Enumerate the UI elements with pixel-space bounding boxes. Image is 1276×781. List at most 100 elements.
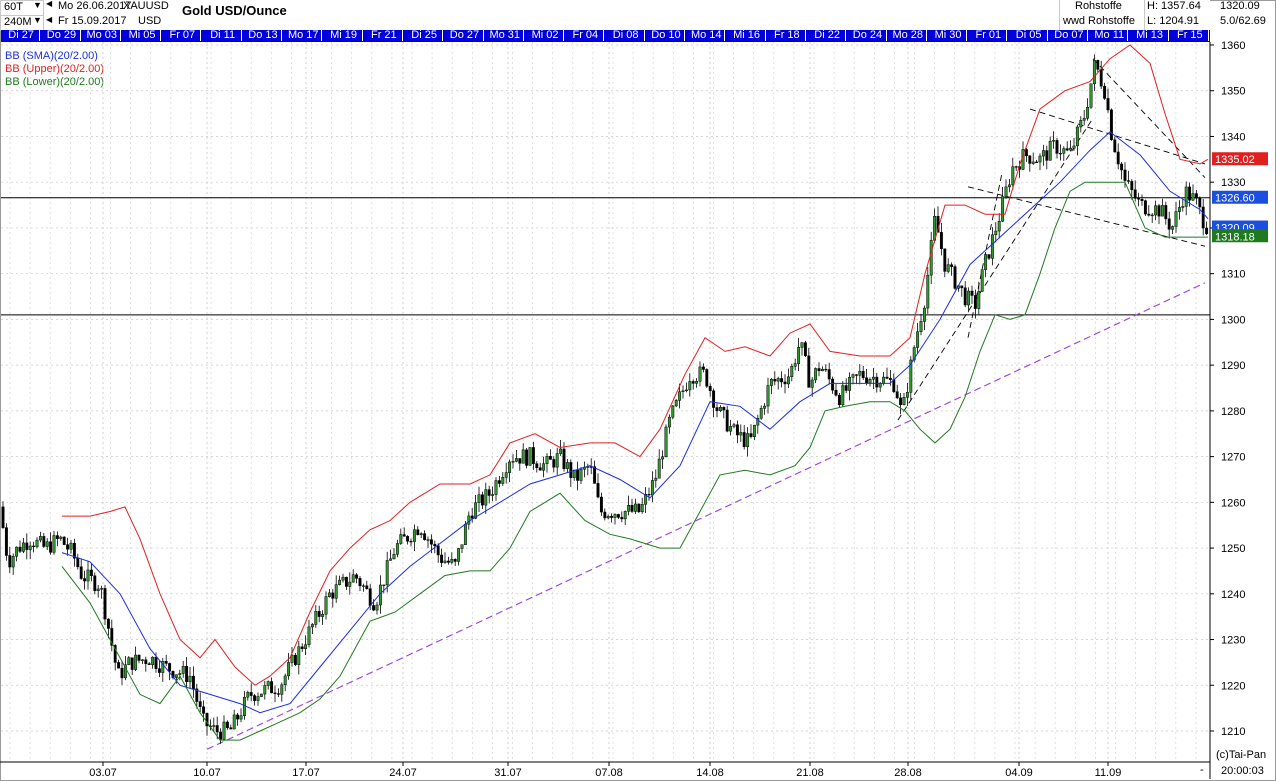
candle-body	[824, 368, 828, 371]
candle-body	[341, 576, 345, 581]
candle-body	[1123, 169, 1127, 181]
candle-body	[259, 693, 263, 697]
candle-body	[300, 646, 304, 650]
candle-body	[997, 221, 1001, 232]
candle-body	[1113, 139, 1117, 153]
candle-body	[746, 433, 750, 447]
candle-body	[450, 559, 454, 563]
candle-body	[1143, 200, 1147, 215]
candle-body	[1055, 140, 1059, 154]
candle-body	[463, 523, 467, 545]
x-tick-label: 14.08	[696, 767, 724, 779]
date-bar-label: Do 07	[1051, 29, 1089, 41]
candle-body	[576, 469, 580, 481]
candle-body	[1096, 60, 1100, 70]
candle-body	[542, 463, 546, 471]
candle-body	[225, 721, 229, 729]
candle-body	[596, 483, 600, 498]
candle-body	[389, 558, 393, 561]
candle-body	[365, 585, 369, 590]
price-tag-box	[1212, 229, 1268, 243]
candle-body	[229, 727, 233, 730]
candle-body	[831, 378, 835, 391]
candle-body	[994, 230, 998, 236]
candle-body	[939, 232, 943, 250]
chart-title: Gold USD/Ounce	[182, 3, 287, 18]
candle-body	[712, 390, 716, 408]
interval-primary-select[interactable]: 60T ▼	[0, 0, 44, 16]
candle-body	[562, 448, 566, 469]
credit: (c)Tai-Pan	[1216, 749, 1267, 761]
date-bar: Di 27 Do 29 Mo 03 Mi 05 Fr 07 Di 11 Do 13 Mo 17…	[1, 29, 1210, 42]
candle-body	[688, 381, 692, 391]
x-tick-label: 07.08	[595, 767, 623, 779]
date-bar-label: Mi 05	[124, 29, 162, 41]
scroll-right-icon[interactable]: -	[1200, 764, 1204, 776]
candle-body	[555, 453, 559, 468]
candle-body	[678, 391, 682, 401]
candle-body	[803, 342, 807, 357]
candle-body	[705, 369, 709, 387]
candle-body	[827, 369, 831, 380]
date-bar-label: Mo 03	[84, 29, 121, 41]
date-bar-label: Mi 30	[930, 29, 968, 41]
candle-body	[899, 397, 903, 405]
candle-body	[946, 264, 950, 272]
x-tick-label: 11.09	[1095, 767, 1122, 779]
candle-body	[344, 576, 348, 587]
candle-body	[372, 605, 376, 611]
candle-body	[844, 385, 848, 391]
candle-body	[355, 574, 359, 579]
candle-body	[854, 374, 858, 376]
candle-body	[1184, 186, 1188, 207]
candle-body	[307, 626, 311, 645]
candle-body	[246, 692, 250, 698]
price-tag-box	[1212, 152, 1268, 166]
candle-body	[559, 448, 563, 454]
candle-body	[375, 604, 379, 611]
candle-body	[501, 477, 505, 484]
candle-body	[436, 545, 440, 556]
candle-body	[276, 693, 280, 695]
y-tick-label: 1280	[1221, 406, 1245, 418]
high-value: H: 1357.64	[1147, 0, 1201, 12]
date-bar-label: Do 10	[648, 29, 686, 41]
candle-body	[579, 468, 583, 481]
candle-body	[671, 405, 675, 418]
exchange: Rohstoffe	[1075, 0, 1122, 12]
candle-body	[1014, 166, 1018, 168]
date-bar-label: Di 25	[406, 29, 444, 41]
price-tag-label: 1326.60	[1215, 193, 1255, 205]
y-tick-label: 1210	[1221, 726, 1245, 738]
candle-body	[902, 397, 906, 405]
candle-body	[385, 560, 389, 586]
candle-body	[1167, 218, 1171, 230]
candle-body	[324, 596, 328, 615]
candle-body	[144, 659, 148, 664]
candle-body	[21, 542, 25, 552]
y-tick-label: 1350	[1221, 86, 1245, 98]
date-bar-label: Di 11	[205, 29, 242, 41]
candle-body	[113, 645, 117, 663]
candle-body	[399, 534, 403, 544]
candle-body	[752, 424, 756, 437]
candle-body	[912, 347, 916, 361]
candle-body	[875, 376, 879, 388]
candle-body	[508, 461, 512, 473]
candle-body	[797, 347, 801, 364]
candle-body	[293, 654, 297, 665]
candle-body	[681, 390, 685, 392]
chevron-down-icon: ▼	[33, 0, 42, 10]
step-back-icon[interactable]: ◀	[46, 0, 53, 8]
y-tick-label: 1250	[1221, 543, 1245, 555]
step-forward-icon[interactable]: ◀	[46, 15, 53, 24]
interval-secondary-select[interactable]: 240M ▼	[0, 15, 44, 31]
candle-body	[157, 668, 161, 673]
date-bar-label: Mo 28	[890, 29, 927, 41]
legend-bb-sma: BB (SMA)(20/2.00)	[5, 50, 98, 62]
candle-body	[52, 535, 56, 553]
candle-body	[599, 496, 603, 513]
candle-body	[1045, 150, 1049, 161]
date-bar-label: Mi 02	[527, 29, 565, 41]
